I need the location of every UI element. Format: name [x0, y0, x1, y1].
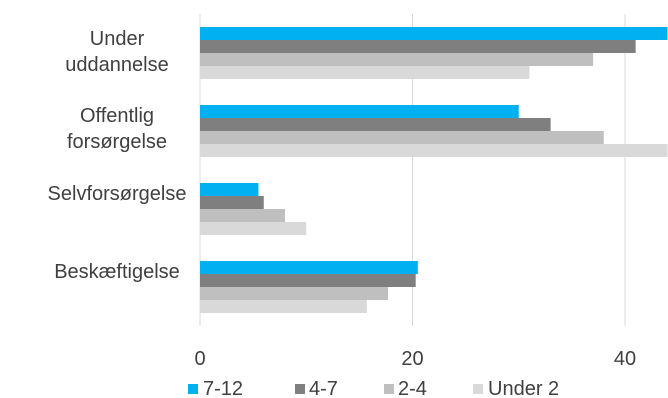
category-label-beskaeftigelse: Beskæftigelse: [54, 261, 180, 283]
category-label-under-uddannelse-line2: uddannelse: [65, 54, 168, 76]
legend-swatch-7-12: [188, 384, 198, 394]
legend-swatch-2-4: [384, 384, 394, 394]
bar-selvforsorgelse-under-2: [200, 222, 307, 235]
category-label-selvforsorgelse: Selvforsørgelse: [48, 183, 187, 205]
legend-label-7-12: 7-12: [203, 378, 243, 398]
bar-selvforsorgelse-7-12: [200, 183, 259, 196]
bar-offentlig-forsorgelse-7-12: [200, 105, 519, 118]
x-tick-label-0: 0: [194, 348, 205, 370]
bar-offentlig-forsorgelse-4-7: [200, 118, 551, 131]
bar-under-uddannelse-under-2: [200, 66, 530, 79]
bar-beskaeftigelse-4-7: [200, 274, 416, 287]
bar-selvforsorgelse-2-4: [200, 209, 285, 222]
legend-label-2-4: 2-4: [398, 378, 427, 398]
bar-offentlig-forsorgelse-2-4: [200, 131, 604, 144]
bar-under-uddannelse-4-7: [200, 40, 636, 53]
bar-under-uddannelse-2-4: [200, 53, 594, 66]
legend-swatch-under-2: [473, 384, 483, 394]
bar-beskaeftigelse-7-12: [200, 261, 418, 274]
x-tick-label-40: 40: [614, 348, 636, 370]
bar-beskaeftigelse-under-2: [200, 300, 367, 313]
legend-label-under-2: Under 2: [488, 378, 559, 398]
bar-selvforsorgelse-4-7: [200, 196, 264, 209]
legend-swatch-4-7: [295, 384, 305, 394]
bar-under-uddannelse-7-12: [200, 27, 668, 40]
category-label-offentlig-forsorgelse-line1: Offentlig: [80, 105, 154, 127]
category-label-under-uddannelse-line1: Under: [90, 28, 145, 50]
bar-offentlig-forsorgelse-under-2: [200, 144, 668, 157]
legend-label-4-7: 4-7: [309, 378, 338, 398]
category-label-offentlig-forsorgelse-line2: forsørgelse: [67, 131, 167, 153]
x-tick-label-20: 20: [401, 348, 423, 370]
bar-beskaeftigelse-2-4: [200, 287, 389, 300]
